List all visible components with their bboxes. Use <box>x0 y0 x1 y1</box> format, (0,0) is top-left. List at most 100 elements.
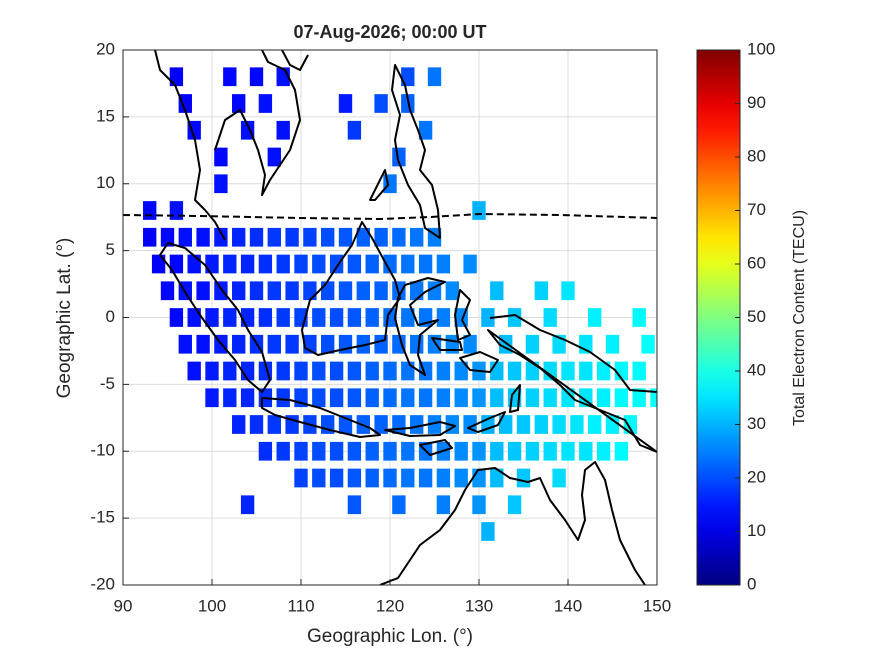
tec-patch <box>223 361 237 381</box>
y-tick-label: 5 <box>106 240 115 259</box>
tec-patch <box>329 361 344 381</box>
y-tick-label: -5 <box>100 374 115 393</box>
tec-patch <box>285 281 299 301</box>
tec-patch <box>401 67 415 87</box>
tec-patch <box>267 147 281 167</box>
tec-patch <box>436 361 451 381</box>
tec-patch <box>588 415 602 434</box>
tec-patch <box>401 361 415 381</box>
tec-patch <box>454 468 468 488</box>
y-tick-label: 10 <box>96 173 115 192</box>
tec-patch <box>338 94 353 113</box>
tec-patch <box>383 254 397 274</box>
tec-patch <box>374 94 388 113</box>
tec-patch <box>143 201 157 220</box>
tec-patch <box>356 227 370 247</box>
tec-patch <box>454 388 468 408</box>
tec-patch <box>401 308 415 327</box>
tec-patch <box>347 361 362 381</box>
tec-patch <box>543 388 557 408</box>
tec-patch <box>205 361 219 381</box>
tec-patch <box>614 441 629 461</box>
tec-patch <box>196 334 210 354</box>
tec-patch <box>240 254 255 274</box>
tec-patch <box>605 415 620 434</box>
colorbar-tick-label: 80 <box>747 146 766 165</box>
tec-patch <box>312 441 326 461</box>
tec-patches <box>143 67 657 541</box>
tec-patch <box>223 308 237 327</box>
coast-borneo <box>301 221 401 356</box>
tec-patch <box>160 227 175 247</box>
tec-patch <box>196 227 210 247</box>
tec-patch <box>525 441 540 461</box>
tec-patch <box>276 254 290 274</box>
x-axis-label: Geographic Lon. (°) <box>307 626 473 647</box>
tec-patch <box>187 361 201 381</box>
tec-patch <box>205 308 219 327</box>
x-tick-label: 110 <box>287 596 314 615</box>
tec-patch <box>294 468 308 488</box>
tec-patch <box>516 468 531 488</box>
tec-patch <box>365 441 379 461</box>
tec-patch <box>329 254 344 274</box>
coast-sulawesi <box>394 277 446 376</box>
tec-patch <box>303 227 317 247</box>
tec-patch <box>303 281 317 301</box>
tec-patch <box>143 227 157 247</box>
tec-patch <box>410 415 424 434</box>
tec-patch <box>507 441 522 461</box>
y-tick-label: 0 <box>106 307 115 326</box>
tec-patch <box>507 495 522 515</box>
tec-patch <box>383 361 397 381</box>
tec-patch <box>410 334 424 354</box>
tec-patch <box>329 468 344 488</box>
tec-patch <box>579 361 593 381</box>
tec-patch <box>525 388 540 408</box>
tec-patch <box>258 254 273 274</box>
tec-patch <box>383 441 397 461</box>
tec-patch <box>445 281 459 301</box>
tec-patch <box>160 281 175 301</box>
tec-patch <box>410 227 424 247</box>
tec-patch <box>187 308 201 327</box>
tec-patch <box>365 308 379 327</box>
colorbar-label: Total Electron Content (TECU) <box>791 210 808 426</box>
coast-australia <box>379 461 646 585</box>
tec-patch <box>312 388 326 408</box>
tec-patch <box>294 254 308 274</box>
tec-patch <box>240 388 255 408</box>
x-tick-label: 150 <box>643 596 671 615</box>
tec-patch <box>481 308 495 327</box>
tec-patch <box>294 441 308 461</box>
tec-patch <box>347 441 362 461</box>
tec-patch <box>321 334 335 354</box>
y-tick-label: 15 <box>96 106 115 125</box>
tec-patch <box>588 308 602 327</box>
tec-patch <box>561 441 575 461</box>
colorbar-tick-label: 40 <box>747 360 766 379</box>
chart-title: 07-Aug-2026; 00:00 UT <box>293 22 486 42</box>
x-tick-label: 90 <box>114 596 133 615</box>
tec-patch <box>392 147 406 167</box>
tec-patch <box>383 388 397 408</box>
tec-patch <box>178 334 192 354</box>
tec-patch <box>365 468 379 488</box>
tec-patch <box>596 361 611 381</box>
tec-patch <box>436 308 451 327</box>
tec-patch <box>614 388 629 408</box>
tec-patch <box>543 308 557 327</box>
tec-patch <box>392 227 406 247</box>
colorbar-tick-label: 20 <box>747 467 766 486</box>
coast-sumatra <box>159 242 271 393</box>
tec-patch <box>214 281 228 301</box>
tec-patch <box>205 254 219 274</box>
tec-patch <box>232 281 246 301</box>
coast-nusa <box>384 421 456 456</box>
tec-patch <box>347 468 362 488</box>
tec-patch <box>285 334 299 354</box>
tec-patch <box>232 334 246 354</box>
tec-patch <box>436 468 451 488</box>
colorbar-tick-label: 70 <box>747 200 766 219</box>
